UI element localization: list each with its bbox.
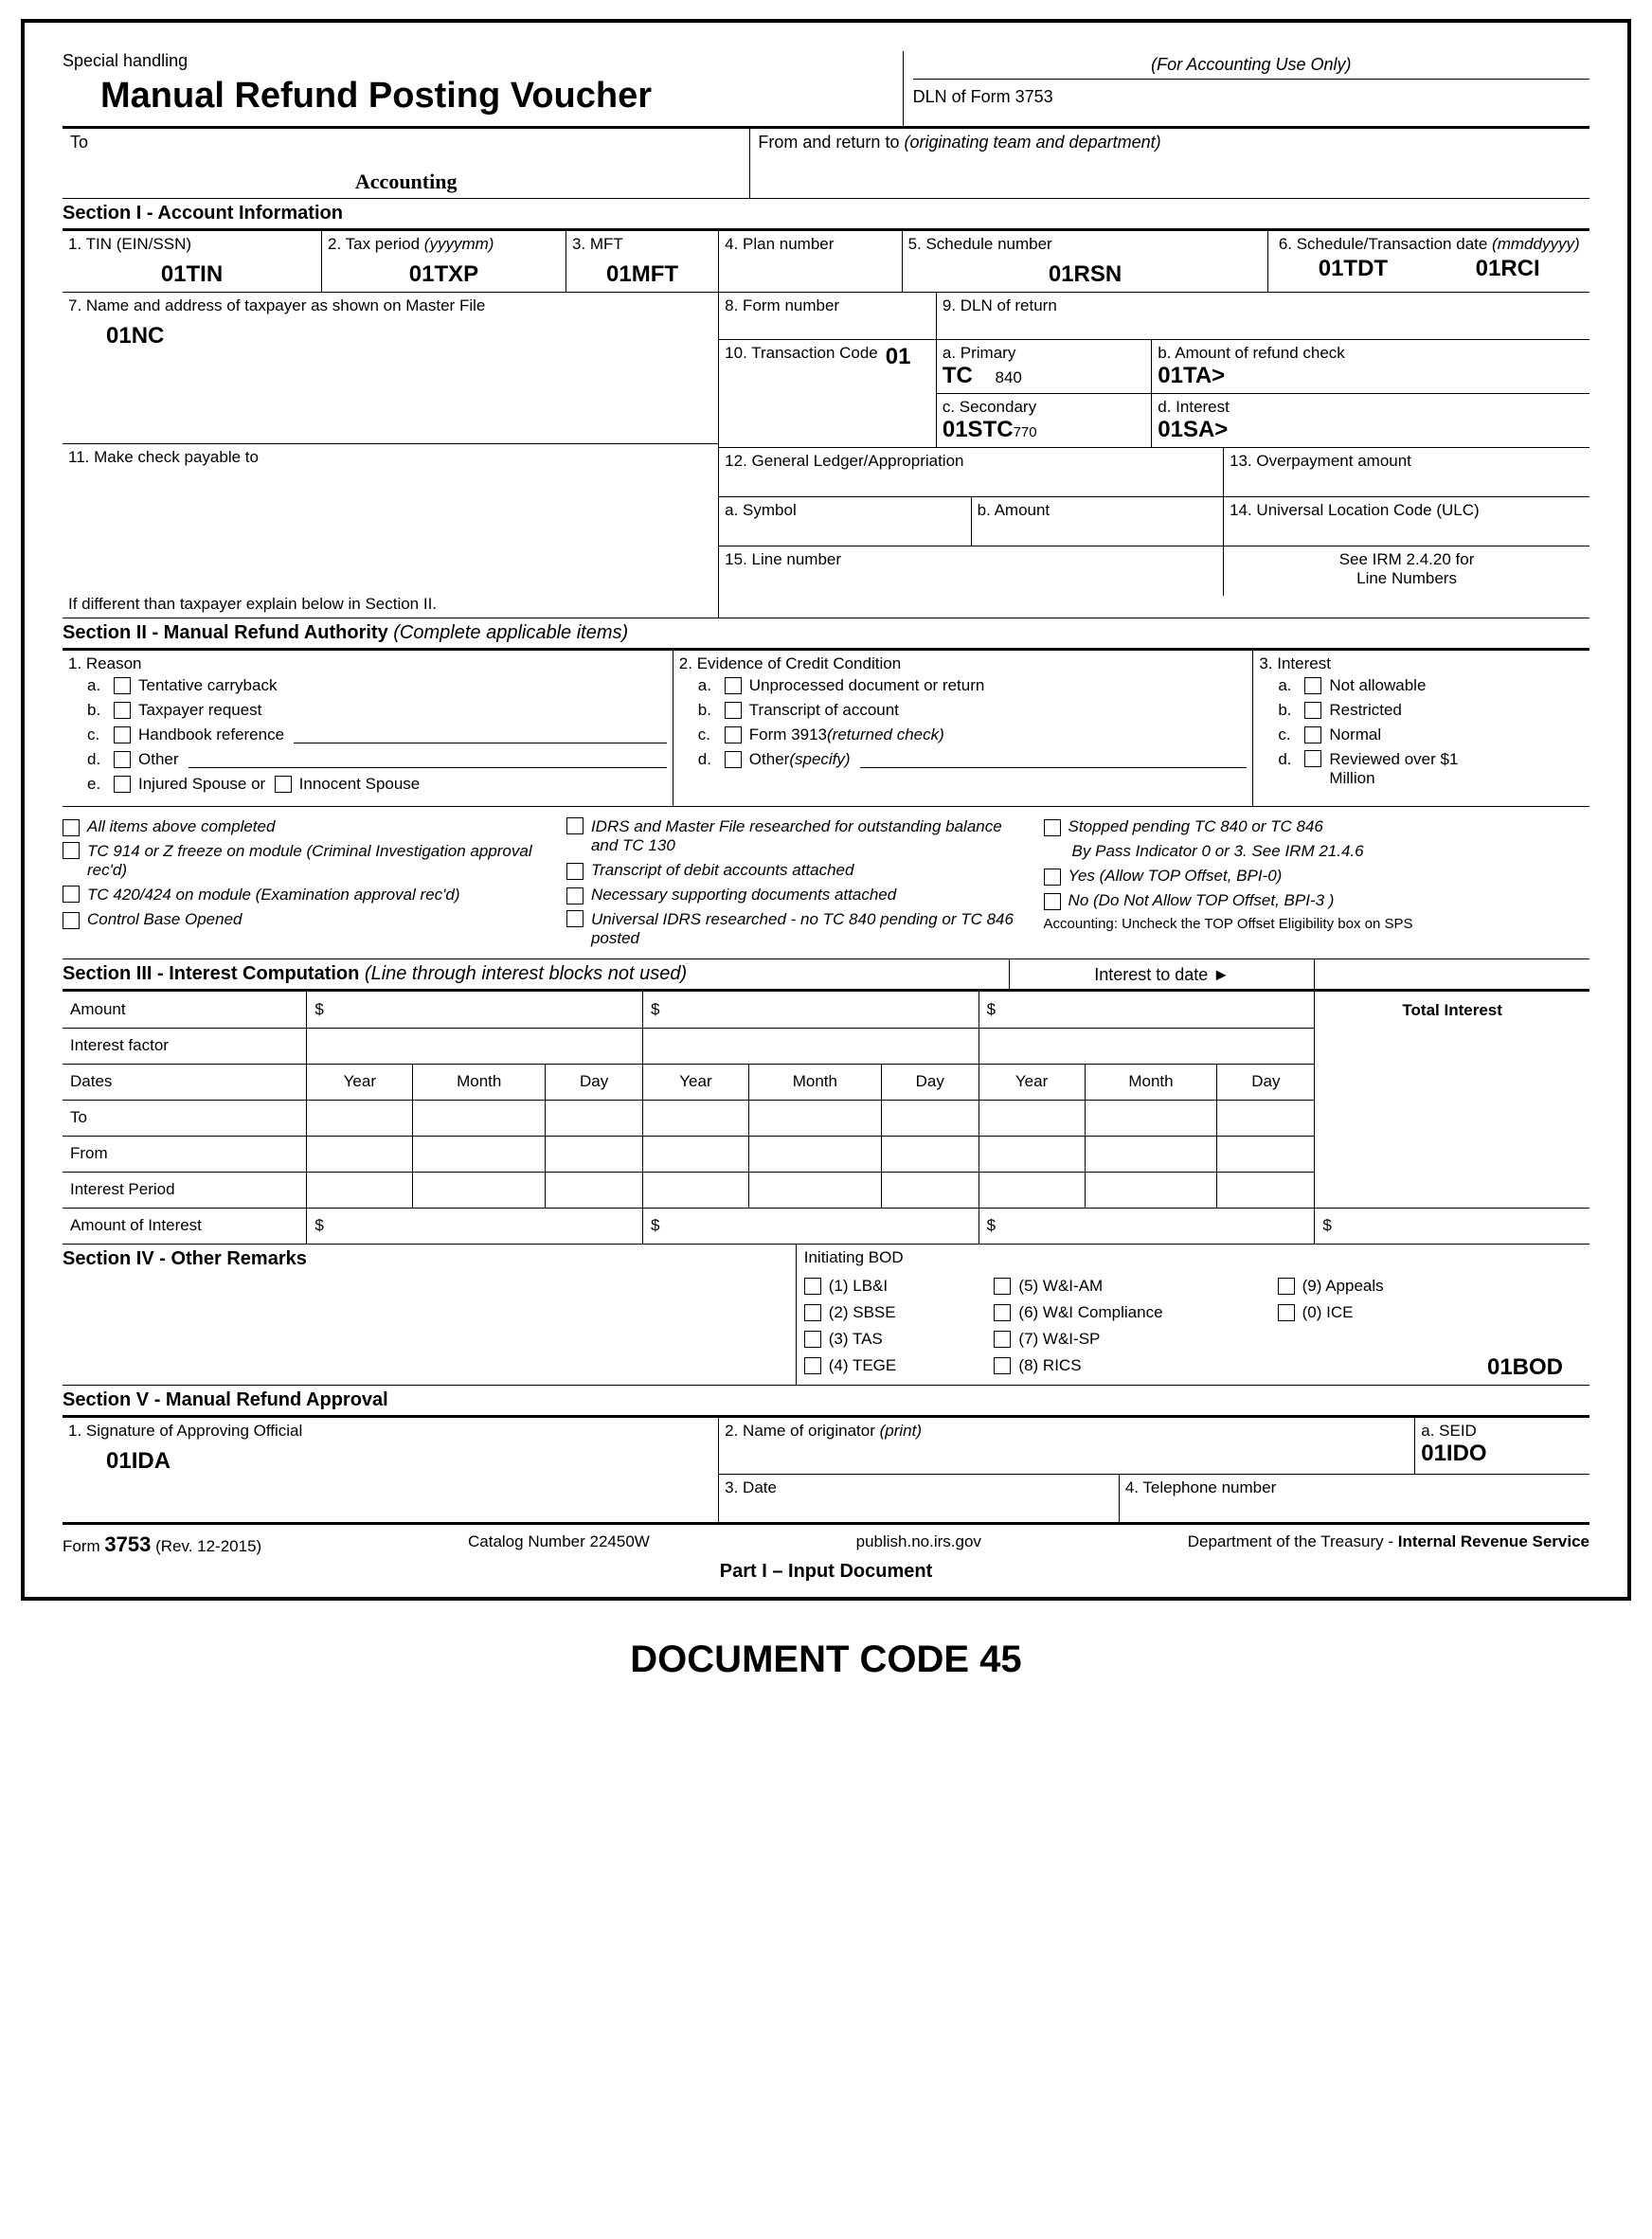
checkbox-not-allowable[interactable]	[1304, 677, 1321, 694]
checkbox-appeals[interactable]	[1278, 1278, 1295, 1295]
checkbox-wi-sp[interactable]	[994, 1331, 1011, 1348]
checkbox-tege[interactable]	[804, 1357, 821, 1374]
checkbox-all-items[interactable]	[63, 819, 80, 836]
checkbox-form3913[interactable]	[725, 726, 742, 743]
accounting-text: Accounting	[70, 152, 742, 194]
checkbox-tc914[interactable]	[63, 842, 80, 859]
schedule-number-value: 01RSN	[908, 254, 1263, 288]
approving-official: 01IDA	[68, 1441, 712, 1475]
interest-computation-table: Amount $$$ Total Interest Interest facto…	[63, 992, 1589, 1245]
checkbox-control-base[interactable]	[63, 912, 80, 929]
checkbox-other-reason[interactable]	[114, 751, 131, 768]
checkbox-transcript[interactable]	[725, 702, 742, 719]
to-label: To	[70, 133, 742, 152]
checkbox-tc420[interactable]	[63, 886, 80, 903]
checkbox-stopped-pending[interactable]	[1044, 819, 1061, 836]
from-label: From and return to	[758, 133, 899, 152]
form-title: Manual Refund Posting Voucher	[63, 71, 903, 126]
checkbox-unprocessed[interactable]	[725, 677, 742, 694]
mft-value: 01MFT	[572, 254, 712, 288]
tax-period-value: 01TXP	[328, 254, 560, 288]
checkbox-handbook[interactable]	[114, 726, 131, 743]
checkbox-idrs-mf[interactable]	[566, 817, 584, 834]
checkbox-transcript-debit[interactable]	[566, 863, 584, 880]
checkbox-supporting-docs[interactable]	[566, 887, 584, 905]
checkbox-tentative[interactable]	[114, 677, 131, 694]
refund-amount: 01TA>	[1158, 363, 1584, 389]
checkbox-innocent-spouse[interactable]	[275, 776, 292, 793]
checkbox-rics[interactable]	[994, 1357, 1011, 1374]
tin-value: 01TIN	[68, 254, 315, 288]
checkbox-tas[interactable]	[804, 1331, 821, 1348]
checkbox-restricted[interactable]	[1304, 702, 1321, 719]
checkbox-reviewed-million[interactable]	[1304, 750, 1321, 767]
checkbox-no-top[interactable]	[1044, 893, 1061, 910]
checkbox-ice[interactable]	[1278, 1304, 1295, 1321]
checkbox-injured-spouse[interactable]	[114, 776, 131, 793]
bod-value: 01BOD	[1278, 1354, 1582, 1381]
document-code: DOCUMENT CODE 45	[21, 1601, 1631, 1681]
checkbox-normal[interactable]	[1304, 726, 1321, 743]
special-handling: Special handling	[63, 51, 903, 71]
tdt-value: 01TDT	[1319, 254, 1388, 282]
checkbox-taxpayer-request[interactable]	[114, 702, 131, 719]
accounting-use: (For Accounting Use Only)	[913, 51, 1589, 80]
checkbox-other-evidence[interactable]	[725, 751, 742, 768]
checkbox-wi-compliance[interactable]	[994, 1304, 1011, 1321]
checkbox-universal-idrs[interactable]	[566, 910, 584, 927]
form-container: Special handling Manual Refund Posting V…	[21, 19, 1631, 1601]
checkbox-wi-am[interactable]	[994, 1278, 1011, 1295]
interest-amount: 01SA>	[1158, 417, 1584, 443]
checkbox-yes-top[interactable]	[1044, 869, 1061, 886]
name-address-value: 01NC	[68, 315, 712, 349]
checkbox-lbi[interactable]	[804, 1278, 821, 1295]
rci-value: 01RCI	[1476, 254, 1540, 282]
checkbox-sbse[interactable]	[804, 1304, 821, 1321]
section1-header: Section I - Account Information	[63, 199, 1589, 231]
tc-value: 01	[886, 344, 911, 370]
seid-value: 01IDO	[1421, 1441, 1584, 1467]
dln-label: DLN of Form 3753	[913, 80, 1589, 115]
